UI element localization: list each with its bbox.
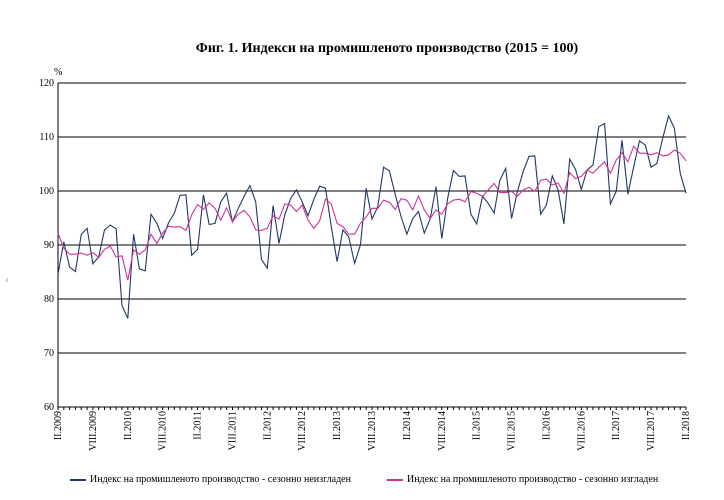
legend-item-adjusted: Индекс на промишленото производство - се…: [386, 474, 659, 485]
x-tick-label: VIII.2013: [367, 411, 378, 451]
y-tick-label: 60: [44, 402, 54, 413]
x-tick-label: II.2018: [681, 411, 692, 440]
legend-item-unadjusted: Индекс на промишленото производство - се…: [70, 474, 351, 485]
y-axis-unit: %: [54, 67, 62, 78]
y-tick-label: 110: [39, 132, 54, 143]
x-tick-label: VIII.2012: [297, 411, 308, 451]
x-tick-label: II.2014: [402, 411, 413, 440]
x-tick-label: II.2016: [541, 411, 552, 440]
series-line-adjusted: [57, 145, 687, 281]
legend-label: Индекс на промишленото производство - се…: [406, 474, 659, 485]
x-tick-label: VIII.2011: [227, 411, 238, 450]
y-tick-label: 120: [39, 78, 54, 89]
y-tick-label: 80: [44, 294, 54, 305]
x-tick-label: VIII.2015: [507, 411, 518, 451]
x-tick-label: II.2009: [53, 411, 64, 440]
x-tick-label: II.2017: [611, 411, 622, 440]
legend-swatch: [70, 478, 86, 481]
chart-title: Фиг. 1. Индекси на промишленото производ…: [195, 41, 579, 56]
x-tick-label: VIII.2016: [576, 411, 587, 451]
legend-label: Индекс на промишленото производство - се…: [90, 474, 351, 485]
y-tick-label: 90: [44, 240, 54, 251]
scroll-left-arrow-icon[interactable]: ‹: [5, 272, 9, 286]
x-tick-label: VIII.2017: [646, 411, 657, 451]
y-tick-label: 100: [39, 186, 54, 197]
legend-swatch: [386, 478, 403, 481]
x-tick-label: II.2013: [332, 411, 343, 440]
x-tick-label: II.2010: [123, 411, 134, 440]
x-tick-label: II.2011: [193, 411, 204, 440]
y-tick-label: 70: [44, 348, 54, 359]
x-tick-label: VIII.2010: [158, 411, 169, 451]
x-tick-label: VIII.2014: [437, 411, 448, 451]
x-tick-label: II.2015: [472, 411, 483, 440]
line-chart: % 60 70 80 90 100 110 120 II.2009 VIII.2009 II.20…: [39, 67, 692, 451]
x-tick-label: VIII.2009: [88, 411, 99, 451]
legend: Индекс на промишленото производство - се…: [70, 474, 658, 485]
x-tick-label: II.2012: [262, 411, 273, 440]
series-line-unadjusted: [57, 114, 687, 319]
